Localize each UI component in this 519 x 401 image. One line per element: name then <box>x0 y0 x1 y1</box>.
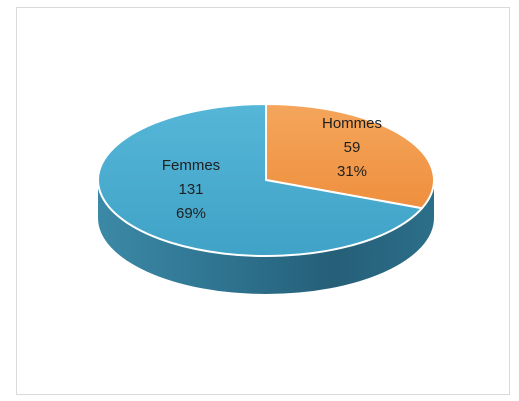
pie-slice-hommes <box>265 103 435 210</box>
slice-percent: 69% <box>176 205 206 222</box>
pie-slice-femmes <box>97 103 423 257</box>
pie-labels: Hommes 59 31% Femmes 131 69% <box>162 115 382 222</box>
pie-side <box>98 180 434 294</box>
slice-name: Femmes <box>162 157 220 174</box>
pie-side-wall <box>98 180 434 294</box>
slice-value: 59 <box>344 139 361 156</box>
pie-top <box>97 103 435 257</box>
slice-percent: 31% <box>337 163 367 180</box>
slice-label-femmes: Femmes 131 69% <box>162 157 220 222</box>
slice-name: Hommes <box>322 115 382 132</box>
slice-label-hommes: Hommes 59 31% <box>322 115 382 180</box>
slice-value: 131 <box>178 181 203 198</box>
